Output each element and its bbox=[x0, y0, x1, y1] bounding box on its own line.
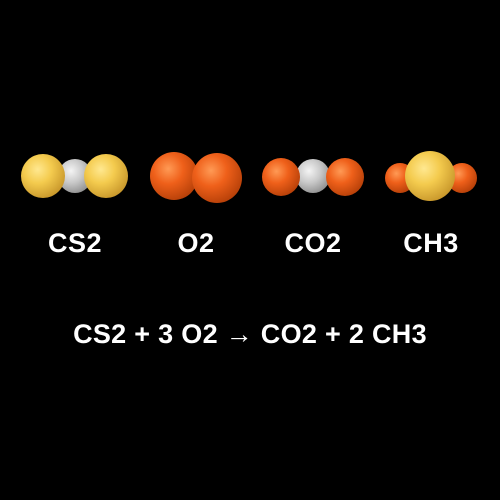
molecule-row bbox=[21, 151, 477, 203]
molecule-label-co2: CO2 bbox=[284, 228, 342, 258]
molecule-cs2 bbox=[21, 154, 128, 198]
oxygen-atom bbox=[192, 153, 242, 203]
oxygen-atom bbox=[262, 158, 300, 196]
oxygen-atom bbox=[447, 163, 477, 193]
molecule-label-o2: O2 bbox=[177, 228, 215, 258]
carbon-atom bbox=[58, 159, 92, 193]
molecule-label-ch3: CH3 bbox=[403, 228, 459, 258]
sulfur-atom bbox=[405, 151, 455, 201]
molecule-co2 bbox=[262, 158, 364, 196]
oxygen-atom bbox=[326, 158, 364, 196]
sulfur-atom bbox=[84, 154, 128, 198]
molecule-label-cs2: CS2 bbox=[47, 228, 103, 258]
molecule-ch3 bbox=[385, 151, 477, 201]
molecule-o2 bbox=[150, 152, 242, 203]
oxygen-atom bbox=[150, 152, 198, 200]
sulfur-atom bbox=[21, 154, 65, 198]
carbon-atom bbox=[296, 159, 330, 193]
reaction-equation: CS2 + 3 O2 → CO2 + 2 CH3 bbox=[73, 319, 427, 349]
